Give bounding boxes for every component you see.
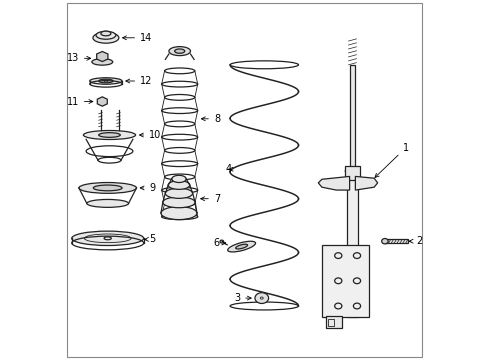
Ellipse shape	[89, 78, 122, 84]
Polygon shape	[97, 51, 108, 62]
Text: 8: 8	[201, 114, 220, 124]
Text: 1: 1	[374, 143, 408, 177]
Text: 10: 10	[139, 130, 161, 140]
Text: 9: 9	[140, 183, 155, 193]
Text: 12: 12	[125, 76, 152, 86]
Ellipse shape	[168, 181, 189, 189]
Text: 3: 3	[234, 293, 251, 303]
Ellipse shape	[163, 197, 195, 208]
Ellipse shape	[171, 175, 186, 183]
Ellipse shape	[101, 100, 104, 103]
Text: 13: 13	[66, 53, 90, 63]
Bar	[328, 319, 333, 326]
Ellipse shape	[92, 59, 113, 65]
Ellipse shape	[165, 188, 192, 198]
Text: 4: 4	[225, 164, 233, 174]
Bar	[321, 245, 368, 317]
Ellipse shape	[79, 183, 136, 193]
Ellipse shape	[96, 31, 116, 39]
Ellipse shape	[168, 47, 190, 56]
Bar	[384, 239, 407, 243]
Ellipse shape	[381, 239, 387, 244]
Text: 7: 7	[200, 194, 220, 204]
Polygon shape	[257, 294, 265, 302]
Bar	[349, 65, 355, 173]
Ellipse shape	[72, 231, 143, 246]
Ellipse shape	[345, 168, 359, 174]
Ellipse shape	[235, 244, 247, 249]
Ellipse shape	[93, 32, 119, 43]
Bar	[346, 173, 357, 317]
Ellipse shape	[227, 241, 255, 252]
Text: 14: 14	[122, 33, 152, 43]
Ellipse shape	[99, 79, 113, 83]
Ellipse shape	[101, 31, 111, 36]
Ellipse shape	[93, 185, 122, 191]
Ellipse shape	[161, 207, 197, 220]
Text: 11: 11	[66, 96, 93, 107]
Ellipse shape	[101, 55, 104, 58]
Bar	[325, 316, 341, 328]
Text: 6: 6	[213, 238, 225, 248]
Polygon shape	[355, 176, 377, 190]
Text: 2: 2	[408, 236, 422, 246]
Bar	[345, 166, 359, 180]
Polygon shape	[97, 97, 107, 106]
Text: 5: 5	[144, 234, 155, 244]
Ellipse shape	[83, 131, 135, 140]
Polygon shape	[318, 176, 349, 190]
Ellipse shape	[254, 293, 268, 303]
Ellipse shape	[87, 199, 128, 207]
Ellipse shape	[220, 240, 223, 243]
Ellipse shape	[174, 49, 184, 53]
Ellipse shape	[99, 133, 120, 138]
